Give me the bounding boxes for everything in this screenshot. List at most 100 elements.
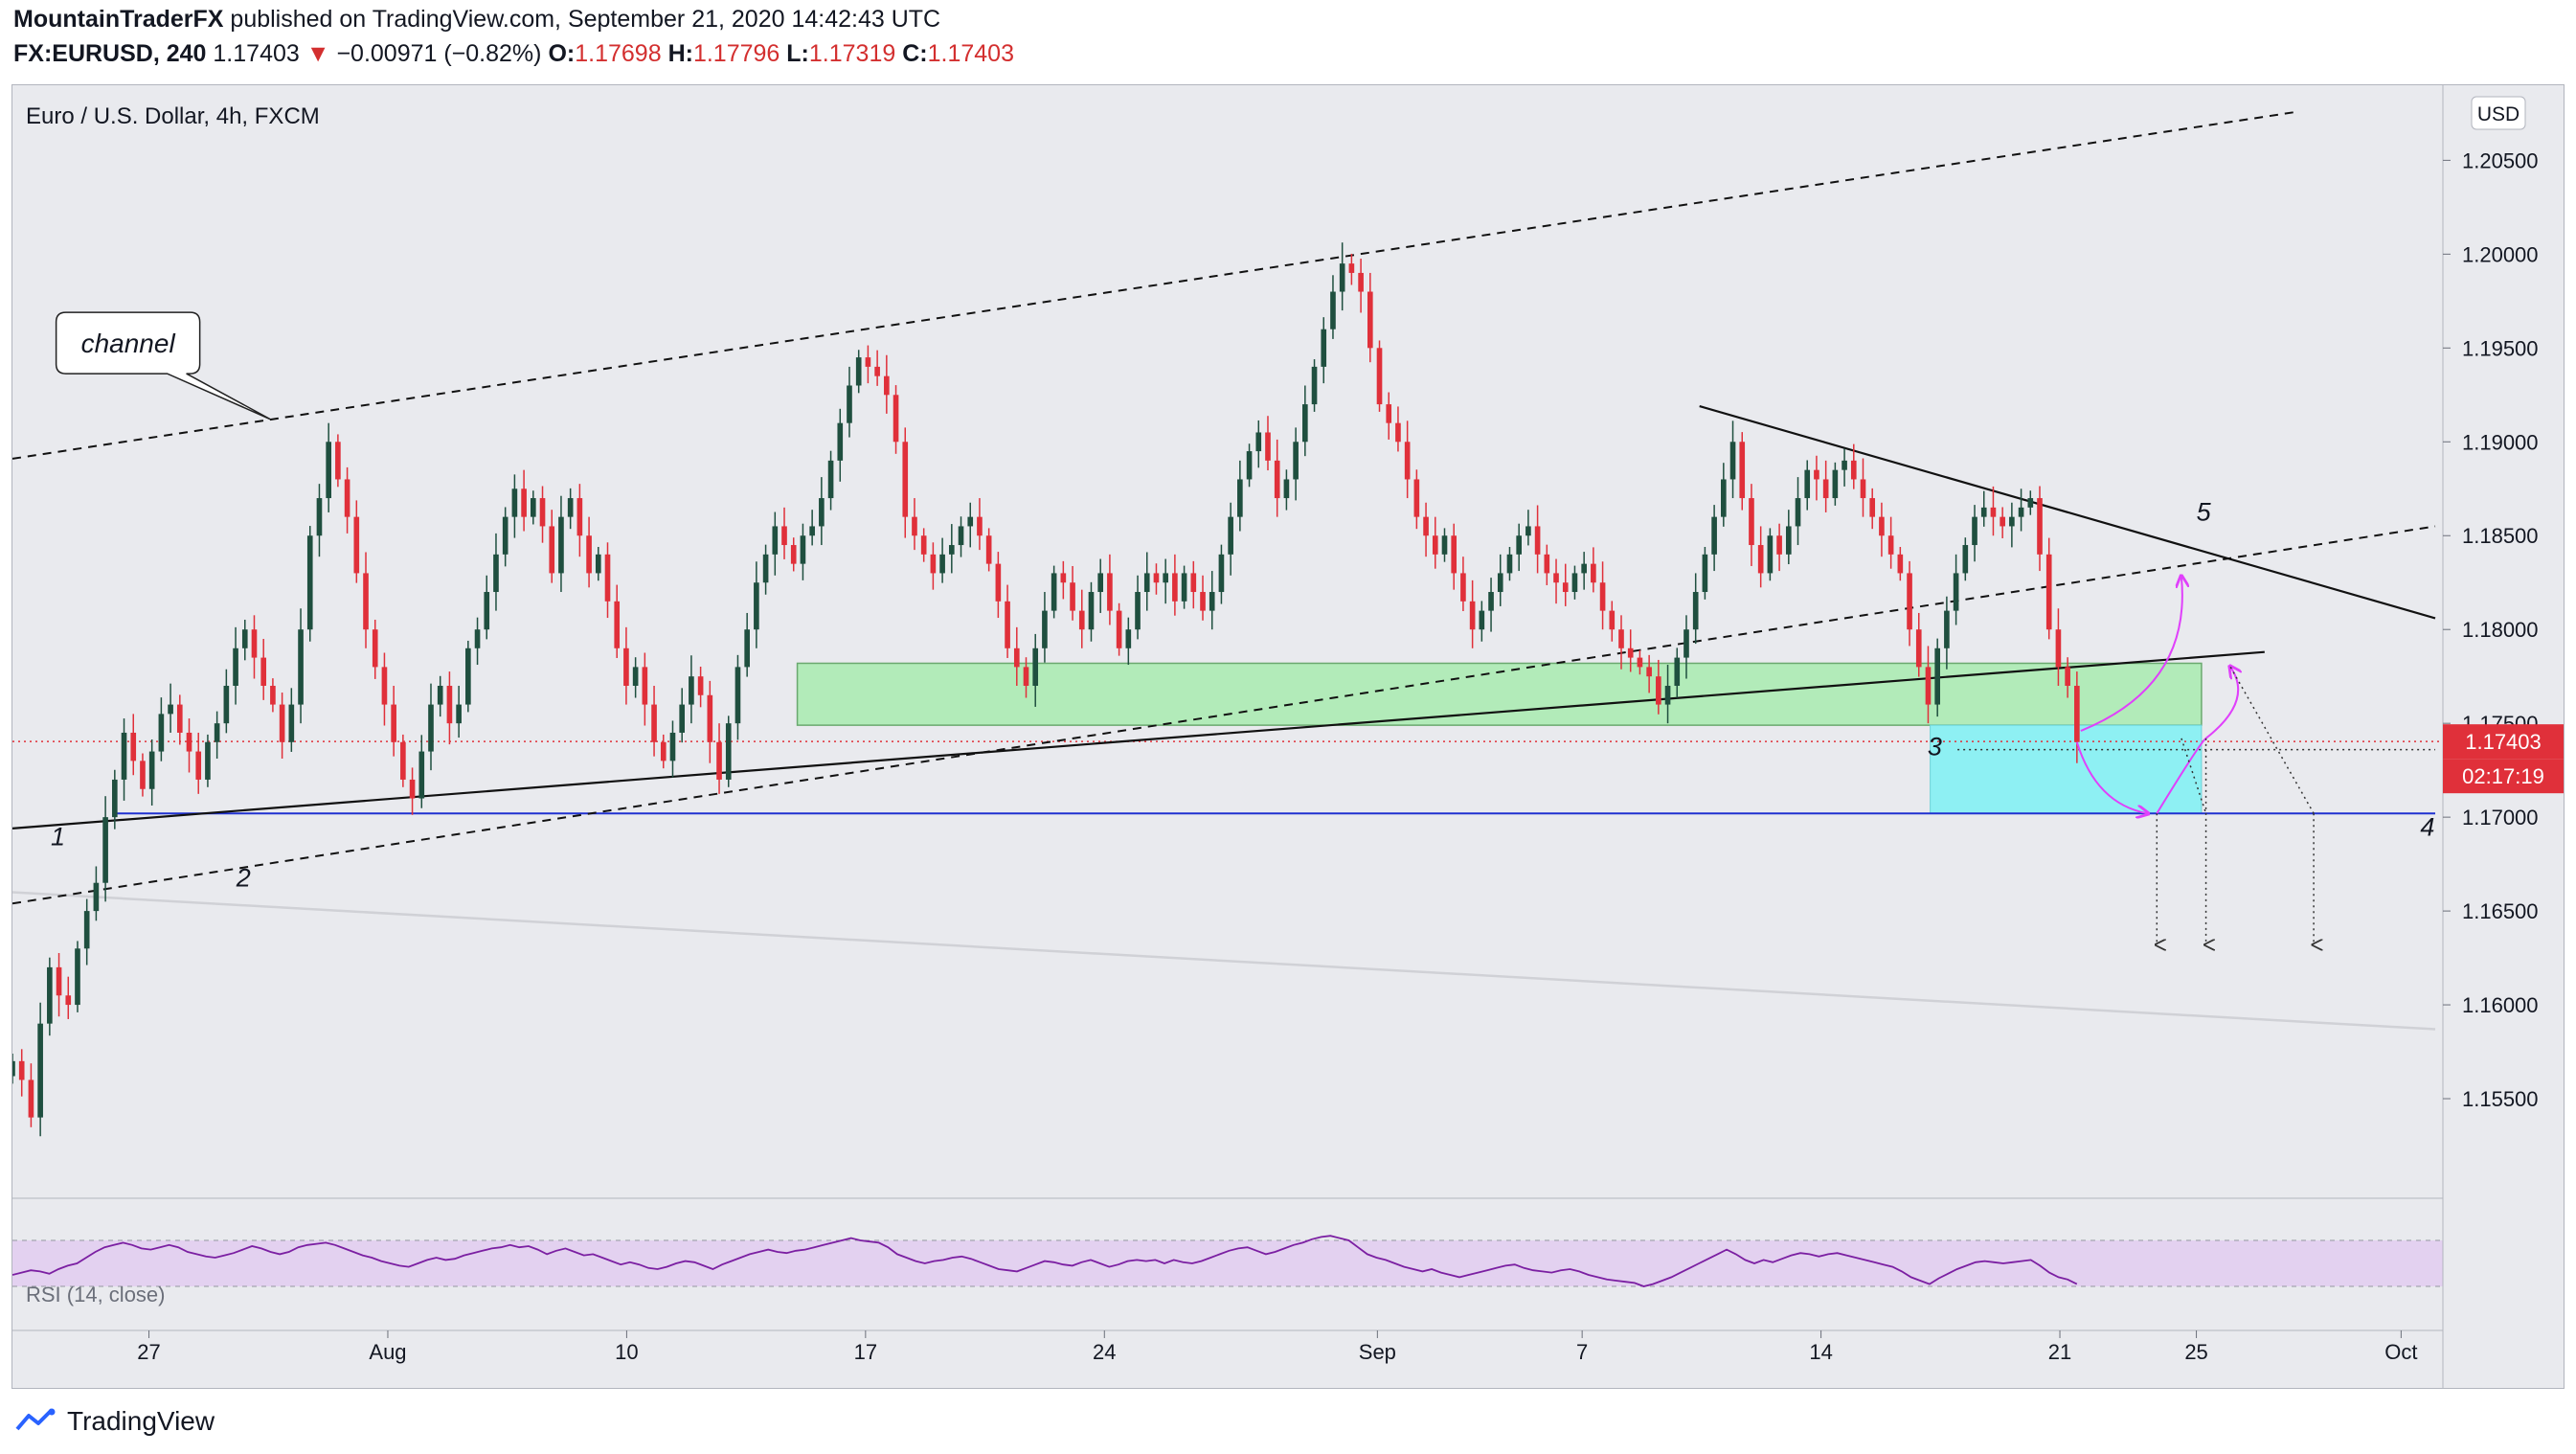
target-zone-cyan xyxy=(1930,724,2203,814)
candle-body xyxy=(168,704,173,715)
tradingview-text: TradingView xyxy=(67,1406,215,1436)
candle-body xyxy=(651,704,657,742)
candle-body xyxy=(819,498,825,527)
candle-body xyxy=(1209,592,1215,611)
candle-body xyxy=(2055,629,2062,668)
last-price-text: 1.17403 xyxy=(213,40,300,67)
publish-line: MountainTraderFX published on TradingVie… xyxy=(13,6,940,34)
candle-body xyxy=(1097,573,1104,593)
candle-body xyxy=(28,1079,34,1118)
author-name[interactable]: MountainTraderFX xyxy=(13,6,224,33)
candle-body xyxy=(716,741,722,780)
candle-body xyxy=(1822,479,1829,499)
candle-body xyxy=(1051,573,1057,611)
candle-body xyxy=(1609,610,1616,630)
candle-body xyxy=(279,704,285,742)
candle-body xyxy=(772,526,779,555)
candle-body xyxy=(1311,366,1318,405)
candle-body xyxy=(112,779,118,818)
candle-body xyxy=(576,498,583,536)
rising-trendline xyxy=(12,650,2265,829)
candle-body xyxy=(1135,592,1141,630)
candle-body xyxy=(121,732,127,780)
candle-body xyxy=(251,629,258,658)
candle-body xyxy=(1358,272,1364,292)
candle-body xyxy=(37,1023,43,1118)
candle-body xyxy=(140,761,146,789)
candle-body xyxy=(1032,647,1039,686)
candle-body xyxy=(1814,469,1819,480)
demand-zone-green xyxy=(796,662,2203,726)
candle-body xyxy=(1293,442,1299,480)
candle-body xyxy=(465,647,471,705)
candle-body xyxy=(995,563,1002,602)
candle-body xyxy=(1907,573,1912,630)
candle-body xyxy=(1423,516,1429,536)
candle-body xyxy=(558,516,564,574)
candle-body xyxy=(1237,479,1243,517)
candle-body xyxy=(446,685,453,724)
candle-body xyxy=(223,685,230,724)
candle-body xyxy=(1692,592,1699,630)
candle-body xyxy=(1599,582,1606,611)
price-tick-label: 1.18000 xyxy=(2462,618,2539,642)
candle-body xyxy=(1525,526,1531,536)
candle-body xyxy=(437,685,443,705)
candle-body xyxy=(1228,516,1233,555)
candle-body xyxy=(1302,404,1308,443)
candle-body xyxy=(409,779,416,799)
candle-body xyxy=(958,526,964,546)
candle-body xyxy=(186,732,192,752)
candle-body xyxy=(1980,507,1987,517)
candle-body xyxy=(1376,348,1383,405)
candle-body xyxy=(734,667,741,724)
candle-body xyxy=(948,545,955,555)
candle-body xyxy=(493,554,499,593)
candle-body xyxy=(1497,573,1503,593)
candle-body xyxy=(1739,442,1746,499)
candle-body xyxy=(642,667,648,705)
candle-body xyxy=(689,676,694,705)
candle-body xyxy=(1711,516,1717,555)
price-tick-label: 1.17000 xyxy=(2462,806,2539,829)
candle-body xyxy=(1925,667,1932,705)
candle-body xyxy=(372,629,378,668)
candle-body xyxy=(754,582,759,630)
candle-body xyxy=(1506,554,1513,574)
candle-body xyxy=(762,554,769,583)
candle-body xyxy=(260,657,267,686)
candle-body xyxy=(1757,545,1764,574)
candle-body xyxy=(985,535,992,564)
candle-body xyxy=(865,357,871,367)
price-tick-label: 1.20500 xyxy=(2462,148,2539,172)
price-chart[interactable]: 1.155001.160001.165001.170001.175001.180… xyxy=(12,85,2564,1388)
candle-body xyxy=(1702,554,1708,593)
target-dotted-diagonal xyxy=(2181,738,2207,814)
candle-body xyxy=(1060,573,1067,583)
candle-body xyxy=(1321,329,1327,367)
candle-body xyxy=(920,535,927,555)
candle-body xyxy=(335,442,341,480)
candles xyxy=(12,242,2080,1137)
candle-body xyxy=(158,714,165,752)
currency-button[interactable] xyxy=(2471,96,2526,130)
candle-body xyxy=(1107,573,1113,611)
candle-body xyxy=(1013,647,1020,668)
candle-body xyxy=(549,526,555,574)
date-tick-label: 21 xyxy=(2048,1340,2071,1364)
candle-body xyxy=(1088,592,1095,630)
chart-panel[interactable]: 1.15500 1.16000 1.16500 1.17000 1.17500 1.180… xyxy=(11,84,2565,1389)
candle-body xyxy=(930,554,937,574)
candle-body xyxy=(2074,685,2080,742)
candle-body xyxy=(1274,460,1280,499)
candle-body xyxy=(2045,554,2052,630)
date-tick-label: 25 xyxy=(2184,1340,2207,1364)
candle-body xyxy=(1842,460,1847,470)
wave-label-3: 3 xyxy=(1928,732,1942,761)
countdown-label: 02:17:19 xyxy=(2462,764,2544,788)
candle-body xyxy=(1163,573,1168,583)
candle-body xyxy=(1395,422,1401,443)
candle-body xyxy=(1553,573,1559,583)
candle-body xyxy=(1283,479,1290,499)
footer-brand[interactable]: TradingView xyxy=(15,1406,215,1437)
